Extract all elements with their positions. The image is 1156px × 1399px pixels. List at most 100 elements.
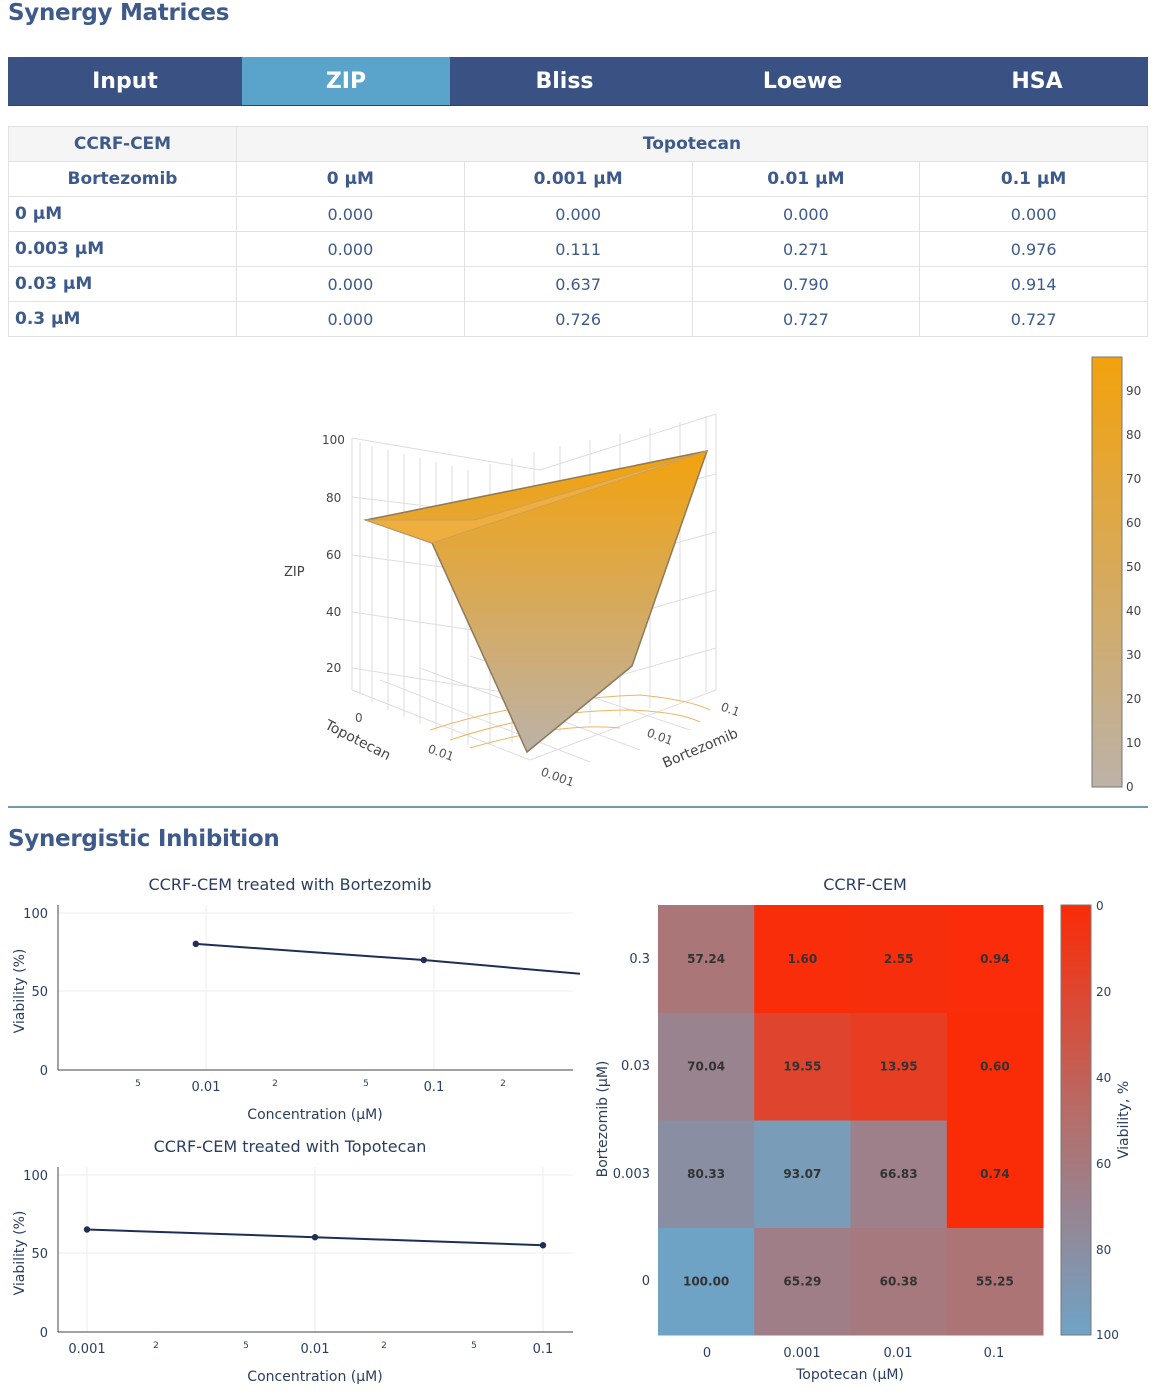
- table-cell: 0.000: [236, 231, 465, 267]
- row-conc-header: 0.3 μM: [8, 301, 237, 337]
- x-tick: 0.001: [539, 765, 576, 790]
- data-point[interactable]: [539, 1242, 547, 1249]
- col-conc-header: 0.001 μM: [463, 161, 693, 197]
- heatmap-cell-label: 93.07: [783, 1167, 821, 1181]
- chart-title: CCRF-CEM treated with Bortezomib: [149, 875, 432, 894]
- x-axis-label: Concentration (μM): [247, 1369, 382, 1385]
- row-conc-header: 0.03 μM: [8, 266, 237, 302]
- heatmap-cell[interactable]: [946, 1012, 1044, 1121]
- heatmap-cell[interactable]: [946, 1227, 1044, 1336]
- heatmap-cell[interactable]: [658, 905, 755, 1013]
- heatmap-cell[interactable]: [658, 1012, 755, 1121]
- table-cell: 0.726: [463, 301, 693, 337]
- series-path: [195, 942, 580, 975]
- heatmap-cell[interactable]: [658, 1227, 755, 1336]
- colorbar-label: Viability, %: [1116, 1081, 1132, 1159]
- col-conc-header: 0.01 μM: [691, 161, 921, 197]
- y-ticks: 0 50 100: [23, 907, 48, 1079]
- row-conc-header: 0.003 μM: [8, 231, 237, 267]
- heatmap-cell-label: 55.25: [976, 1274, 1014, 1288]
- heatmap-cell[interactable]: [754, 1227, 851, 1336]
- table-cell: 0.727: [919, 301, 1148, 337]
- x-tick: 0.01: [301, 1342, 330, 1357]
- tab-loewe[interactable]: Loewe: [762, 68, 843, 94]
- cell-line-header: CCRF-CEM: [8, 126, 237, 162]
- y-tick: 50: [31, 985, 48, 1000]
- col-conc-header: 0 μM: [236, 161, 465, 197]
- tab-zip[interactable]: ZIP: [242, 57, 450, 105]
- table-row: 0 μM 0.000 0.000 0.000 0.000: [8, 196, 1148, 232]
- heatmap-cell-label: 19.55: [783, 1059, 821, 1073]
- synergy-matrix-table: CCRF-CEM Topotecan Bortezomib 0 μM 0.001…: [8, 126, 1148, 337]
- y-axis-label: Viability (%): [12, 1211, 28, 1296]
- table-cell: 0.271: [691, 231, 921, 267]
- row-conc-header: 0 μM: [8, 196, 237, 232]
- tab-bliss[interactable]: Bliss: [535, 68, 594, 94]
- viability-heatmap[interactable]: CCRF-CEM 100.00 65.29 60.38 55.25 80.33 93.07…: [580, 868, 1156, 1399]
- tab-hsa[interactable]: HSA: [1011, 68, 1063, 94]
- x-minor-tick: 2: [153, 1341, 159, 1351]
- x-tick: 0.1: [424, 1080, 445, 1095]
- table-cell: 0.637: [463, 266, 693, 302]
- zip-surface[interactable]: [363, 450, 709, 754]
- heatmap-cell[interactable]: [754, 1120, 851, 1228]
- x-tick: 0: [703, 1346, 711, 1361]
- y-axis-label: Viability (%): [12, 949, 28, 1034]
- table-cell: 0.000: [919, 196, 1148, 232]
- table-row: 0.03 μM 0.000 0.637 0.790 0.914: [8, 266, 1148, 302]
- x-ticks: 0.001 0.01 0.1: [68, 1342, 553, 1357]
- bortezomib-line-chart[interactable]: CCRF-CEM treated with Bortezomib 0 50 10…: [0, 868, 580, 1130]
- heatmap-cell-label: 66.83: [880, 1167, 918, 1181]
- heatmap-cell-label: 57.24: [687, 952, 725, 966]
- chart-grid: [58, 1167, 573, 1332]
- x-minor-tick: 2: [381, 1341, 387, 1351]
- data-point[interactable]: [83, 1226, 91, 1233]
- synergy-matrices-title: Synergy Matrices: [8, 0, 230, 26]
- table-cell: 0.976: [919, 231, 1148, 267]
- topotecan-line-chart[interactable]: CCRF-CEM treated with Topotecan 0 50 100…: [0, 1130, 580, 1392]
- colorbar-tick: 80: [1096, 1243, 1111, 1257]
- table-cell: 0.000: [236, 266, 465, 302]
- x-minor-tick: 5: [135, 1079, 141, 1089]
- x-ticks: 0 0.001 0.01 0.1: [703, 1346, 1004, 1361]
- heatmap-cell[interactable]: [754, 905, 851, 1013]
- y-tick: 0.003: [613, 1167, 650, 1182]
- tab-input[interactable]: Input: [92, 68, 158, 94]
- zip-colorbar: 0 10 20 30 40 50 60 70 80 90: [1091, 356, 1141, 794]
- table-cell: 0.914: [919, 266, 1148, 302]
- x-tick: 0.01: [192, 1080, 221, 1095]
- data-point[interactable]: [192, 940, 199, 948]
- heatmap-cell[interactable]: [946, 1120, 1044, 1228]
- x-minor-tick: 5: [363, 1079, 369, 1089]
- x-tick: 0.1: [533, 1342, 554, 1357]
- heatmap-cell[interactable]: [850, 1012, 948, 1121]
- heatmap-cell[interactable]: [658, 1120, 755, 1228]
- colorbar-tick: 30: [1126, 648, 1141, 662]
- y-tick: 0: [642, 1274, 650, 1289]
- chart-grid: [58, 905, 573, 1070]
- x-tick: 0.01: [884, 1346, 913, 1361]
- table-cell: 0.000: [236, 301, 465, 337]
- colorbar-tick: 20: [1096, 985, 1111, 999]
- table-cell: 0.111: [463, 231, 693, 267]
- zip-surface-plot[interactable]: 100 80 60 40 20 ZIP Topotecan Bortezomib…: [0, 350, 1156, 800]
- heatmap-cell[interactable]: [850, 905, 948, 1013]
- heatmap-cell[interactable]: [850, 1227, 948, 1336]
- x-axis-label: Topotecan (μM): [795, 1367, 904, 1383]
- colorbar-tick: 60: [1096, 1157, 1111, 1171]
- colorbar-tick: 20: [1126, 692, 1141, 706]
- z-axis-label: ZIP: [284, 565, 305, 580]
- heatmap-cell[interactable]: [850, 1120, 948, 1228]
- heatmap-cell[interactable]: [946, 905, 1044, 1013]
- z-tick: 80: [326, 491, 341, 505]
- col-drug-header: Topotecan: [236, 126, 1148, 162]
- y-tick: 50: [31, 1247, 48, 1262]
- data-point[interactable]: [311, 1234, 319, 1241]
- heatmap-cell[interactable]: [754, 1012, 851, 1121]
- section-divider: [8, 806, 1148, 808]
- data-point[interactable]: [420, 956, 427, 964]
- table-cell: 0.790: [691, 266, 921, 302]
- heatmap-cells: 100.00 65.29 60.38 55.25 80.33 93.07 66.83 0.74…: [658, 905, 1044, 1336]
- y-axis-label: Bortezomib: [660, 726, 740, 772]
- x-minor-ticks: 2 5 2 5: [153, 1341, 477, 1351]
